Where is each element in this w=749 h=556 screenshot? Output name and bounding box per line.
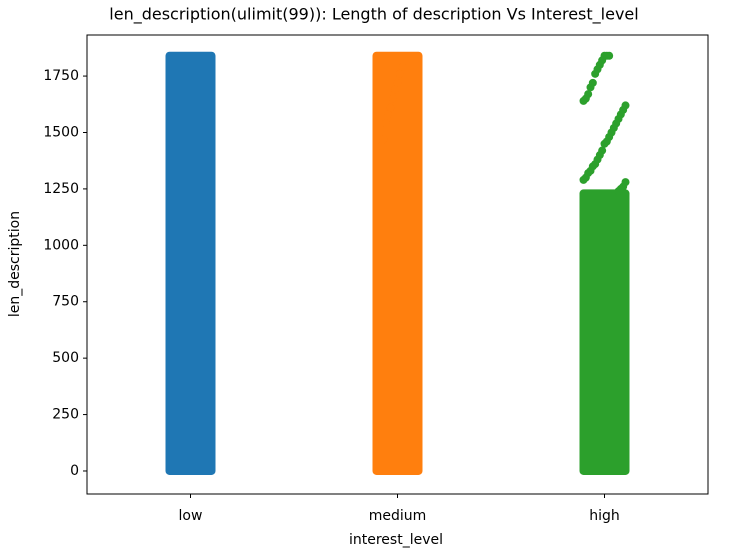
y-tick-label: 1750 bbox=[43, 68, 79, 84]
y-tick-label: 1500 bbox=[43, 124, 79, 140]
x-tick-label: medium bbox=[369, 508, 427, 524]
y-tick-label: 750 bbox=[52, 294, 79, 310]
strip-point bbox=[388, 94, 397, 103]
strip-point bbox=[381, 119, 390, 128]
y-tick-label: 500 bbox=[52, 350, 79, 366]
strip-band bbox=[165, 51, 216, 475]
strip-point bbox=[391, 85, 400, 94]
y-tick-label: 250 bbox=[52, 407, 79, 423]
strip-point bbox=[398, 63, 407, 72]
strip-point bbox=[579, 175, 588, 184]
strip-band bbox=[372, 51, 423, 475]
x-axis-label: interest_level bbox=[349, 532, 443, 548]
chart-title: len_description(ulimit(99)): Length of d… bbox=[109, 5, 638, 25]
y-axis-label: len_description bbox=[7, 211, 23, 317]
strip-point bbox=[384, 110, 393, 119]
strip-point bbox=[579, 96, 588, 105]
strip-point bbox=[386, 103, 395, 112]
strip-point bbox=[377, 142, 386, 151]
strip-band bbox=[579, 189, 630, 475]
strip-point bbox=[393, 78, 402, 87]
y-tick-label: 0 bbox=[70, 463, 79, 479]
x-tick-label: low bbox=[179, 508, 203, 524]
strip-point bbox=[379, 135, 388, 144]
strip-point bbox=[586, 83, 595, 92]
y-tick-label: 1000 bbox=[43, 237, 79, 253]
strip-point bbox=[395, 69, 404, 78]
plot-area bbox=[165, 51, 630, 475]
strip-point bbox=[591, 69, 600, 78]
x-tick-label: high bbox=[589, 508, 620, 524]
strip-point bbox=[600, 139, 609, 148]
y-tick-label: 1250 bbox=[43, 181, 79, 197]
strip-point bbox=[614, 187, 623, 196]
